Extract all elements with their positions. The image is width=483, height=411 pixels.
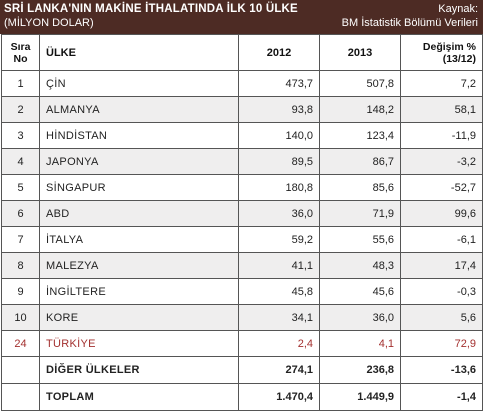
- value-2013-cell: 148,2: [319, 96, 401, 123]
- table-row: 6 ABD 36,0 71,9 99,6: [1, 200, 483, 227]
- other-2012: 274,1: [238, 356, 320, 384]
- change-cell: 72,9: [400, 330, 483, 357]
- country-cell: ALMANYA: [39, 96, 239, 123]
- total-label: TOPLAM: [39, 383, 239, 411]
- rank-cell: 6: [1, 200, 40, 227]
- value-2012-cell: 41,1: [238, 252, 320, 279]
- column-header-2013: 2013: [319, 34, 401, 71]
- other-rank-cell: [1, 356, 40, 384]
- other-2013: 236,8: [319, 356, 401, 384]
- column-header-change: Değişim % (13/12): [400, 34, 483, 71]
- value-2013-cell: 86,7: [319, 148, 401, 175]
- rank-cell: 9: [1, 278, 40, 305]
- column-header-country: ÜLKE: [39, 34, 239, 71]
- source-name: BM İstatistik Bölümü Verileri: [341, 17, 478, 29]
- rank-cell: 4: [1, 148, 40, 175]
- rank-cell: 2: [1, 96, 40, 123]
- table-row: 2 ALMANYA 93,8 148,2 58,1: [1, 96, 483, 123]
- country-cell: HİNDİSTAN: [39, 122, 239, 149]
- column-header-rank: Sıra No: [1, 34, 40, 71]
- country-cell: MALEZYA: [39, 252, 239, 279]
- value-2012-cell: 36,0: [238, 200, 320, 227]
- table-row: 7 İTALYA 59,2 55,6 -6,1: [1, 226, 483, 253]
- table-row: 9 İNGİLTERE 45,8 45,6 -0,3: [1, 278, 483, 305]
- value-2012-cell: 2,4: [238, 330, 320, 357]
- table-row: 24 TÜRKİYE 2,4 4,1 72,9: [1, 330, 483, 357]
- value-2012-cell: 473,7: [238, 70, 320, 97]
- change-cell: 5,6: [400, 304, 483, 331]
- change-cell: -0,3: [400, 278, 483, 305]
- change-cell: 99,6: [400, 200, 483, 227]
- source-label: Kaynak:: [438, 3, 478, 15]
- table-header-row: Sıra No ÜLKE 2012 2013 Değişim % (13/12): [1, 34, 483, 71]
- rank-cell: 7: [1, 226, 40, 253]
- total-2013: 1.449,9: [319, 383, 401, 411]
- import-table: Sıra No ÜLKE 2012 2013 Değişim % (13/12)…: [1, 34, 483, 411]
- table-row: 5 SİNGAPUR 180,8 85,6 -52,7: [1, 174, 483, 201]
- value-2013-cell: 55,6: [319, 226, 401, 253]
- change-cell: 7,2: [400, 70, 483, 97]
- total-change: -1,4: [400, 383, 483, 411]
- table-row: 1 ÇİN 473,7 507,8 7,2: [1, 70, 483, 97]
- country-cell: KORE: [39, 304, 239, 331]
- rank-cell: 1: [1, 70, 40, 97]
- total-rank-cell: [1, 383, 40, 411]
- change-cell: -3,2: [400, 148, 483, 175]
- table-row: 4 JAPONYA 89,5 86,7 -3,2: [1, 148, 483, 175]
- table-body: 1 ÇİN 473,7 507,8 7,2 2 ALMANYA 93,8 148,2 58,1 3 H…: [1, 70, 483, 357]
- change-cell: 58,1: [400, 96, 483, 123]
- country-cell: TÜRKİYE: [39, 330, 239, 357]
- country-cell: İNGİLTERE: [39, 278, 239, 305]
- value-2013-cell: 85,6: [319, 174, 401, 201]
- other-countries-row: DİĞER ÜLKELER 274,1 236,8 -13,6: [1, 356, 483, 384]
- country-cell: ABD: [39, 200, 239, 227]
- value-2012-cell: 93,8: [238, 96, 320, 123]
- country-cell: JAPONYA: [39, 148, 239, 175]
- change-cell: -11,9: [400, 122, 483, 149]
- value-2012-cell: 180,8: [238, 174, 320, 201]
- value-2013-cell: 71,9: [319, 200, 401, 227]
- value-2012-cell: 140,0: [238, 122, 320, 149]
- country-cell: İTALYA: [39, 226, 239, 253]
- rank-cell: 8: [1, 252, 40, 279]
- table-row: 8 MALEZYA 41,1 48,3 17,4: [1, 252, 483, 279]
- value-2013-cell: 4,1: [319, 330, 401, 357]
- change-cell: 17,4: [400, 252, 483, 279]
- country-cell: ÇİN: [39, 70, 239, 97]
- table-unit: (MİLYON DOLAR): [4, 17, 94, 29]
- value-2013-cell: 507,8: [319, 70, 401, 97]
- table-row: 3 HİNDİSTAN 140,0 123,4 -11,9: [1, 122, 483, 149]
- rank-cell: 5: [1, 174, 40, 201]
- total-2012: 1.470,4: [238, 383, 320, 411]
- value-2013-cell: 45,6: [319, 278, 401, 305]
- column-header-2012: 2012: [238, 34, 320, 71]
- title-bar: SRİ LANKA'NIN MAKİNE İTHALATINDA İLK 10 …: [0, 0, 483, 34]
- value-2013-cell: 123,4: [319, 122, 401, 149]
- rank-cell: 24: [1, 330, 40, 357]
- value-2013-cell: 36,0: [319, 304, 401, 331]
- table-title: SRİ LANKA'NIN MAKİNE İTHALATINDA İLK 10 …: [4, 3, 298, 15]
- other-label: DİĞER ÜLKELER: [39, 356, 239, 384]
- value-2013-cell: 48,3: [319, 252, 401, 279]
- change-cell: -52,7: [400, 174, 483, 201]
- value-2012-cell: 89,5: [238, 148, 320, 175]
- value-2012-cell: 34,1: [238, 304, 320, 331]
- change-cell: -6,1: [400, 226, 483, 253]
- other-change: -13,6: [400, 356, 483, 384]
- country-cell: SİNGAPUR: [39, 174, 239, 201]
- value-2012-cell: 59,2: [238, 226, 320, 253]
- total-row: TOPLAM 1.470,4 1.449,9 -1,4: [1, 383, 483, 411]
- value-2012-cell: 45,8: [238, 278, 320, 305]
- rank-cell: 3: [1, 122, 40, 149]
- rank-cell: 10: [1, 304, 40, 331]
- table-row: 10 KORE 34,1 36,0 5,6: [1, 304, 483, 331]
